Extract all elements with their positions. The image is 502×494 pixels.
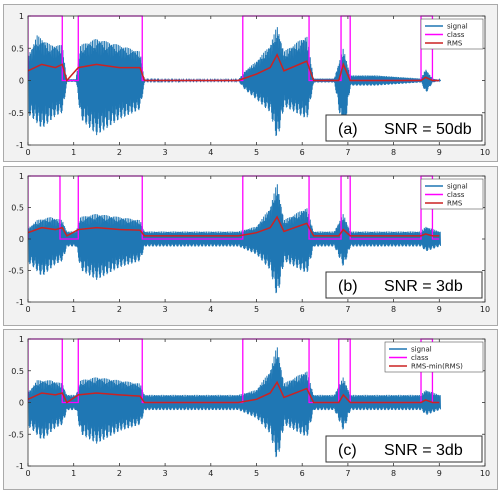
snr-annotation-box [325,114,483,142]
x-tick-label: 2 [117,305,122,314]
legend-entry-label: signal [447,183,468,191]
legend-entry-label: signal [447,23,468,31]
y-tick-label: -0.5 [8,267,24,276]
y-tick-label: 0.5 [11,204,24,213]
snr-annotation: (a) SNR = 50db [325,114,483,142]
y-tick-label: 0.5 [11,44,24,53]
y-tick-label: 0 [19,77,24,86]
x-tick-label: 6 [300,469,305,478]
x-tick-label: 1 [71,148,76,157]
y-tick-label: 1 [19,12,24,21]
x-tick-label: 10 [480,148,490,157]
legend-entry-label: class [447,191,465,199]
y-tick-label: -1 [16,141,24,150]
snr-label: SNR = 3db [384,442,463,459]
x-tick-label: 2 [117,148,122,157]
y-tick-label: -1 [16,462,24,471]
panel-label: (b) [338,278,358,295]
legend-entry-label: RMS [447,200,463,208]
y-tick-label: -1 [16,298,24,307]
legend-entry-label: class [447,31,465,39]
snr-annotation-box [325,435,483,463]
x-tick-label: 10 [480,469,490,478]
legend-entry-label: class [411,354,429,362]
rms-series-line [28,52,440,83]
x-tick-label: 10 [480,305,490,314]
x-tick-label: 9 [437,469,442,478]
y-tick-label: 0 [19,399,24,408]
x-tick-label: 5 [254,469,259,478]
rms-series-line [28,215,440,237]
y-tick-label: -0.5 [8,430,24,439]
x-tick-label: 1 [71,305,76,314]
x-tick-label: 6 [300,305,305,314]
x-tick-label: 9 [437,148,442,157]
x-tick-label: 7 [345,469,350,478]
x-tick-label: 4 [208,148,213,157]
x-tick-label: 4 [208,305,213,314]
x-tick-label: 0 [25,305,30,314]
x-tick-label: 3 [163,148,168,157]
x-tick-label: 3 [163,305,168,314]
snr-label: SNR = 3db [384,278,463,295]
y-tick-label: 0 [19,235,24,244]
x-tick-label: 0 [25,148,30,157]
x-tick-label: 9 [437,305,442,314]
legend-entry-label: RMS-min(RMS) [411,363,463,371]
x-tick-label: 5 [254,305,259,314]
x-tick-label: 7 [345,305,350,314]
panel-label: (c) [338,442,357,459]
x-tick-label: 7 [345,148,350,157]
snr-label: SNR = 50db [384,121,472,138]
x-tick-label: 3 [163,469,168,478]
x-tick-label: 8 [391,148,396,157]
x-tick-label: 4 [208,469,213,478]
x-tick-label: 0 [25,469,30,478]
x-tick-label: 2 [117,469,122,478]
x-tick-label: 1 [71,469,76,478]
y-tick-label: -0.5 [8,109,24,118]
y-tick-label: 0.5 [11,367,24,376]
legend-entry-label: RMS [447,40,463,48]
chart-panel-c: 0 1 2 3 4 5 6 7 8 9 10 -1 -0.5 0 0.5 1 signalclassRMS-mi… [8,335,490,478]
snr-annotation: (b) SNR = 3db [325,271,483,299]
legend-entry-label: signal [411,346,432,354]
snr-annotation-box [325,271,483,299]
x-tick-label: 5 [254,148,259,157]
y-tick-label: 1 [19,172,24,181]
x-tick-label: 6 [300,148,305,157]
x-tick-label: 8 [391,469,396,478]
x-tick-label: 8 [391,305,396,314]
rms-series-line [28,380,440,404]
panel-label: (a) [338,121,358,138]
y-tick-label: 1 [19,335,24,344]
snr-annotation: (c) SNR = 3db [325,435,483,463]
